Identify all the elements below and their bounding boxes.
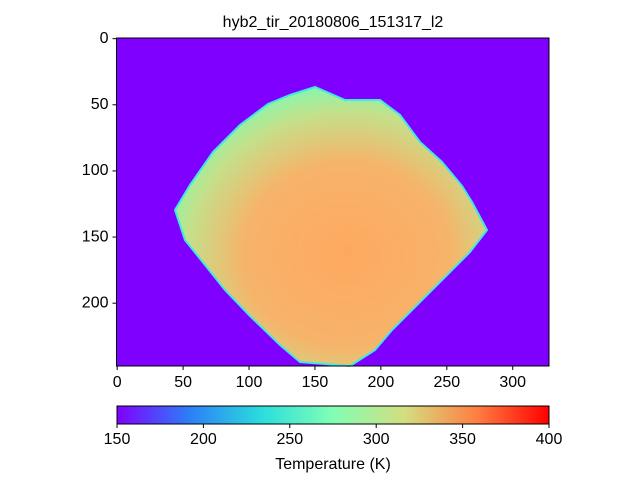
colorbar-label: Temperature (K) xyxy=(275,456,391,473)
colorbar-tick-label: 200 xyxy=(190,431,217,448)
colorbar-tick-label: 250 xyxy=(276,431,303,448)
colorbar-tick-label: 300 xyxy=(363,431,390,448)
y-tick-label: 50 xyxy=(91,96,109,113)
y-tick-label: 0 xyxy=(100,30,109,47)
asteroid xyxy=(173,85,489,368)
x-tick-label: 300 xyxy=(499,374,526,391)
chart-title: hyb2_tir_20180806_151317_l2 xyxy=(223,14,444,31)
x-tick-label: 0 xyxy=(113,374,122,391)
x-tick-label: 50 xyxy=(174,374,192,391)
y-tick-label: 150 xyxy=(82,228,109,245)
x-tick-label: 250 xyxy=(433,374,460,391)
colorbar-tick-label: 400 xyxy=(536,431,563,448)
x-tick-label: 150 xyxy=(302,374,329,391)
y-tick-label: 200 xyxy=(82,294,109,311)
colorbar-tick-label: 150 xyxy=(104,431,131,448)
colorbar xyxy=(116,405,550,425)
colorbar-tick-label: 350 xyxy=(449,431,476,448)
y-tick-label: 100 xyxy=(82,162,109,179)
x-tick-label: 100 xyxy=(236,374,263,391)
axes-frame xyxy=(116,37,550,367)
x-tick-label: 200 xyxy=(368,374,395,391)
